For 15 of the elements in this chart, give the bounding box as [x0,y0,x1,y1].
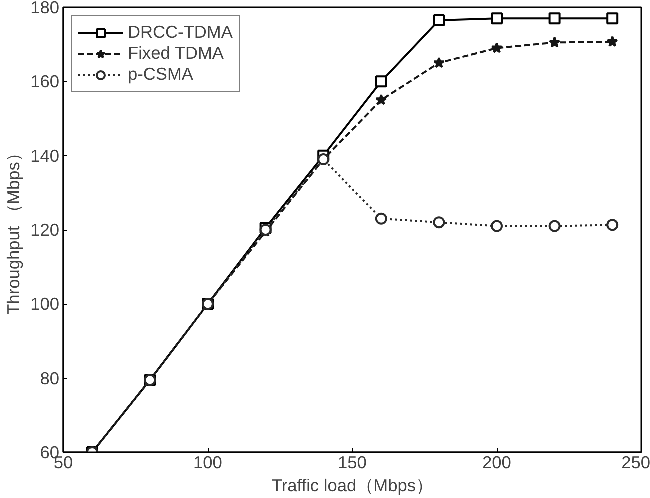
x-tick-label: 100 [194,452,222,472]
y-tick-label: 180 [30,0,60,18]
x-tick-label: 250 [622,452,650,472]
x-tick-label: 150 [338,452,367,472]
x-axis-title: Traffic load（Mbps） [272,476,434,496]
legend-label: p-CSMA [128,64,194,85]
y-tick-label: 120 [30,220,60,240]
y-tick-label: 160 [30,72,60,92]
y-axis-title: Throughput （Mbps） [4,145,24,315]
y-tick-label: 140 [30,146,60,166]
y-tick-label: 100 [30,294,60,314]
x-tick-label: 200 [482,452,512,472]
legend-label: DRCC-TDMA [128,22,233,43]
y-tick-label: 80 [40,368,60,388]
legend-label: Fixed TDMA [128,43,224,64]
